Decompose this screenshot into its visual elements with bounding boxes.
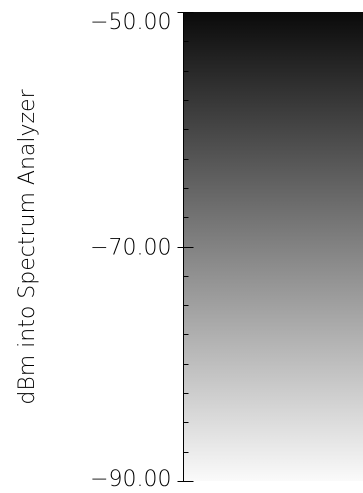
tick-label: −50.00 (90, 10, 171, 35)
major-ticks (177, 12, 194, 482)
tick-label: −90.00 (90, 467, 171, 492)
tick-label: −70.00 (90, 236, 171, 261)
tick-labels: −90.00 −70.00 −50.00 (90, 10, 171, 492)
colorbar-gradient (184, 12, 363, 481)
minor-ticks (183, 41, 189, 453)
y-axis-label: dBm into Spectrum Analyzer (15, 88, 40, 404)
